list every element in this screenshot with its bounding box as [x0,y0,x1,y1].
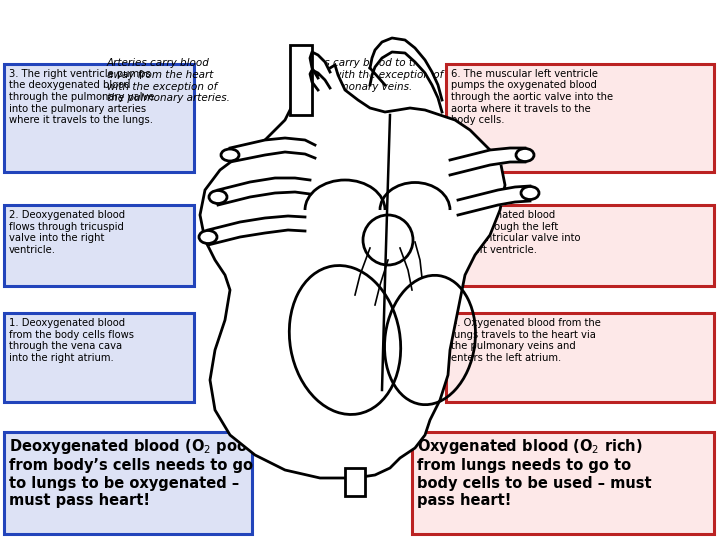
Text: Oxygenated blood (O$_2$ rich)
from lungs needs to go to
body cells to be used – : Oxygenated blood (O$_2$ rich) from lungs… [417,437,652,508]
Bar [4,64,194,172]
Bar [446,205,714,286]
Bar [4,432,252,534]
Text: Deoxygenated blood (O$_2$ poor)
from body’s cells needs to go
to lungs to be oxy: Deoxygenated blood (O$_2$ poor) from bod… [9,437,261,508]
Text: Veins carry blood to the
heart with the exception of
the pulmonary veins.: Veins carry blood to the heart with the … [302,58,444,91]
Bar [4,313,194,402]
Text: 4. Oxygenated blood from the
lungs travels to the heart via
the pulmonary veins : 4. Oxygenated blood from the lungs trave… [451,318,601,363]
Text: 6. The muscular left ventricle
pumps the oxygenated blood
through the aortic val: 6. The muscular left ventricle pumps the… [451,69,613,125]
Text: Arteries carry blood
away from the heart
with the exception of
the pulmonary art: Arteries carry blood away from the heart… [107,58,230,103]
Ellipse shape [516,148,534,161]
Bar [446,313,714,402]
Ellipse shape [221,149,239,161]
Bar [290,45,312,115]
Bar [412,432,714,534]
Bar [4,205,194,286]
Text: 2. Deoxygenated blood
flows through tricuspid
valve into the right
ventricle.: 2. Deoxygenated blood flows through tric… [9,210,125,255]
Text: 5. Oxygenated blood
flows through the left
atrioventricular valve into
the left : 5. Oxygenated blood flows through the le… [451,210,581,255]
Text: 3. The right ventricle pumps
the deoxygenated blood
through the pulmonary valve
: 3. The right ventricle pumps the deoxyge… [9,69,154,125]
Bar [446,64,714,172]
Bar [345,468,365,496]
Text: 1. Deoxygenated blood
from the body cells flows
through the vena cava
into the r: 1. Deoxygenated blood from the body cell… [9,318,134,363]
Ellipse shape [199,231,217,244]
Circle shape [363,215,413,265]
Ellipse shape [209,191,227,204]
Polygon shape [200,65,505,478]
Ellipse shape [521,186,539,199]
